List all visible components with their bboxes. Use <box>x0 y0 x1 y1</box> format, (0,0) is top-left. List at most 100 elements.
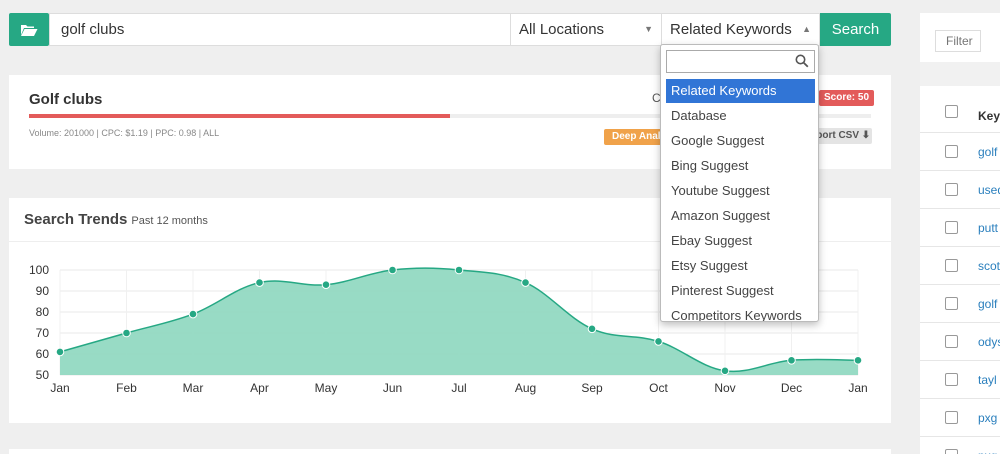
row-checkbox[interactable] <box>945 297 958 310</box>
keyword-link[interactable]: pxg <box>978 411 998 425</box>
search-icon <box>795 54 809 68</box>
panel-divider <box>920 62 1000 86</box>
trend-point[interactable] <box>388 265 397 275</box>
table-row: golf <box>920 284 1000 322</box>
x-tick-label: Nov <box>714 381 735 395</box>
y-tick-label: 70 <box>36 326 50 340</box>
table-header: Key <box>920 99 1000 129</box>
trend-area <box>60 268 858 375</box>
dropdown-item[interactable]: Database <box>671 108 727 123</box>
y-tick-label: 100 <box>29 263 49 277</box>
table-row: scot <box>920 246 1000 284</box>
keyword-link[interactable]: odys <box>978 335 1000 349</box>
x-tick-label: Mar <box>183 381 204 395</box>
trend-point[interactable] <box>321 280 331 290</box>
search-trends-card: Search Trends Past 12 months 50 60 70 80 90 10… <box>9 198 891 423</box>
trend-point[interactable] <box>255 278 264 287</box>
row-checkbox[interactable] <box>945 145 958 158</box>
trend-point[interactable] <box>122 328 131 338</box>
y-tick-label: 50 <box>36 368 50 382</box>
trends-header: Search Trends Past 12 months <box>9 198 891 242</box>
trend-point[interactable] <box>654 337 663 346</box>
row-checkbox[interactable] <box>945 335 958 348</box>
dropdown-item[interactable]: Competitors Keywords <box>671 308 802 322</box>
keyword-column-header: Key <box>978 109 1000 123</box>
keyword-link[interactable]: scot <box>978 259 1000 273</box>
dropdown-item[interactable]: Pinterest Suggest <box>671 283 774 298</box>
search-bar: All Locations ▼ Related Keywords ▲ Searc… <box>9 13 891 46</box>
keyword-title: Golf clubs <box>29 91 103 108</box>
row-checkbox[interactable] <box>945 183 958 196</box>
x-tick-label: Dec <box>781 381 802 395</box>
trend-point[interactable] <box>787 356 796 365</box>
keyword-input[interactable] <box>49 13 511 46</box>
table-row: used <box>920 170 1000 208</box>
source-select-value: Related Keywords <box>670 21 792 38</box>
export-csv-button[interactable]: Export CSV ⬇ <box>804 128 872 144</box>
trend-point[interactable] <box>587 324 597 334</box>
dropdown-item[interactable]: Amazon Suggest <box>671 208 771 223</box>
row-checkbox[interactable] <box>945 373 958 386</box>
keyword-link[interactable]: used <box>978 183 1000 197</box>
table-row: tayl <box>920 360 1000 398</box>
row-checkbox[interactable] <box>945 411 958 424</box>
trends-title: Search Trends <box>24 211 128 228</box>
source-select[interactable]: Related Keywords ▲ <box>661 13 820 46</box>
x-tick-label: Sep <box>581 381 603 395</box>
table-row: odys <box>920 322 1000 360</box>
location-select[interactable]: All Locations ▼ <box>510 13 662 46</box>
keyword-link[interactable]: pxg <box>978 449 997 454</box>
dropdown-item[interactable]: Youtube Suggest <box>671 183 770 198</box>
trend-point[interactable] <box>454 265 464 275</box>
location-select-value: All Locations <box>519 21 605 38</box>
keyword-meta: Volume: 201000 | CPC: $1.19 | PPC: 0.98 … <box>29 128 220 138</box>
keyword-link[interactable]: golf <box>978 297 998 311</box>
folder-button[interactable] <box>9 13 49 46</box>
table-row: golf <box>920 132 1000 170</box>
trend-point[interactable] <box>55 347 65 357</box>
trends-subtitle: Past 12 months <box>131 215 208 227</box>
trend-point[interactable] <box>720 366 730 376</box>
y-tick-label: 60 <box>36 347 50 361</box>
keyword-c-label: C <box>652 91 661 105</box>
caret-up-icon: ▲ <box>802 24 811 34</box>
dropdown-item[interactable]: Related Keywords <box>666 79 815 103</box>
x-tick-label: Jan <box>848 381 867 395</box>
dropdown-item[interactable]: Google Suggest <box>671 133 765 148</box>
search-button[interactable]: Search <box>820 13 891 46</box>
dropdown-search-field[interactable] <box>666 50 815 73</box>
dropdown-item[interactable]: Bing Suggest <box>671 158 749 173</box>
dropdown-item[interactable]: Etsy Suggest <box>671 258 748 273</box>
y-tick-label: 80 <box>36 305 50 319</box>
row-checkbox[interactable] <box>945 259 958 272</box>
x-tick-label: Apr <box>250 381 269 395</box>
score-bar <box>29 114 871 118</box>
keyword-link[interactable]: putt <box>978 221 999 235</box>
x-tick-label: Jul <box>451 381 466 395</box>
keyword-link[interactable]: tayl <box>978 373 997 387</box>
x-tick-label: Jan <box>50 381 69 395</box>
table-row: pxg <box>920 436 1000 454</box>
x-tick-label: Feb <box>116 381 137 395</box>
x-tick-label: Oct <box>649 381 668 395</box>
score-bar-fill <box>29 114 450 118</box>
keyword-table-panel: Key golf used putt scot golf odys tayl pxg pxg <box>920 13 1000 454</box>
row-checkbox[interactable] <box>945 449 958 454</box>
y-tick-label: 90 <box>36 284 50 298</box>
deep-analysis-button[interactable]: Deep Analysis <box>604 129 674 145</box>
trend-point[interactable] <box>188 309 198 319</box>
source-dropdown: Related Keywords Database Google Suggest Bi… <box>660 44 819 322</box>
table-row: putt <box>920 208 1000 246</box>
next-card <box>9 449 891 454</box>
dropdown-item[interactable]: Ebay Suggest <box>671 233 752 248</box>
x-tick-label: Jun <box>383 381 402 395</box>
folder-open-icon <box>21 24 38 36</box>
keyword-link[interactable]: golf <box>978 145 998 159</box>
select-all-checkbox[interactable] <box>945 105 958 118</box>
trend-point[interactable] <box>853 356 863 365</box>
score-badge: Score: 50 <box>819 90 875 106</box>
filter-input[interactable] <box>935 30 981 52</box>
caret-down-icon: ▼ <box>644 24 653 34</box>
trend-point[interactable] <box>521 278 530 287</box>
row-checkbox[interactable] <box>945 221 958 234</box>
